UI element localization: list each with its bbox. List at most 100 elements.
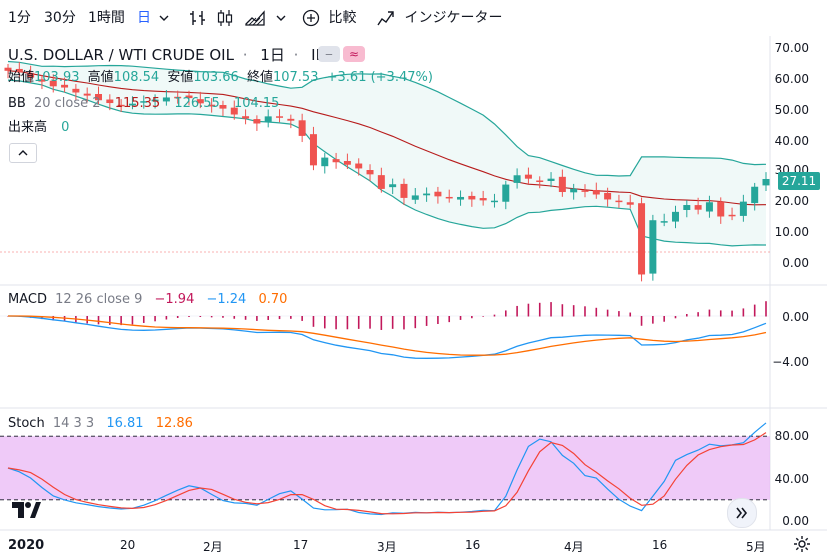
candle-body (558, 176, 566, 193)
candle-body (660, 221, 668, 223)
bb-legend[interactable]: BB 20 close 2 115.35 126.55 104.15 (8, 96, 283, 112)
last-price-tag: 27.11 (778, 172, 820, 190)
candle-body (377, 175, 385, 189)
candle-body (366, 170, 374, 175)
price-axis-label: 20.00 (774, 194, 809, 208)
candle-body (309, 134, 317, 166)
candle-body (276, 116, 284, 118)
interval-1d-button[interactable]: 日 (137, 10, 151, 26)
interval-1h-button[interactable]: 1時間 (88, 10, 125, 26)
macd-signal-line (8, 315, 767, 356)
candle-body (49, 80, 57, 87)
candle-body (524, 174, 532, 179)
macd-axis-label: 0.00 (782, 310, 809, 324)
candle-body (615, 200, 623, 203)
candle-body (298, 120, 306, 136)
candle-body (762, 178, 770, 186)
indicators-icon (377, 11, 394, 26)
time-axis-label: 16 (465, 538, 481, 552)
price-axis-label: 60.00 (774, 72, 809, 86)
candle-body (547, 178, 555, 182)
candle-body (411, 195, 419, 200)
candle-body (581, 190, 589, 192)
double-chevron-right-icon (736, 507, 748, 519)
open-value: 103.93 (34, 70, 80, 85)
candle-body (649, 220, 657, 274)
area-chart-icon[interactable] (244, 9, 266, 27)
candle-body (389, 184, 397, 188)
tradingview-logo (10, 498, 42, 522)
candle-body (264, 116, 272, 122)
candle-body (671, 211, 679, 222)
candle-body (434, 191, 442, 197)
candle-body (423, 193, 431, 196)
high-value: 108.54 (113, 70, 160, 85)
candle-body (536, 180, 544, 182)
candle-body (457, 196, 465, 200)
collapse-legend-button[interactable] (9, 143, 37, 163)
add-circle-icon (302, 9, 320, 27)
macd-signal-value: 0.70 (258, 292, 288, 307)
ohlc-legend: 始値103.93 高値108.54 安値103.66 終値107.53 +3.6… (8, 70, 437, 86)
chart-area[interactable] (0, 36, 827, 558)
candle-body (72, 88, 80, 93)
bar-chart-icon[interactable] (188, 9, 208, 27)
candle-body (705, 202, 713, 212)
stoch-axis-label: 80.00 (774, 429, 809, 443)
collapse-minus-icon[interactable]: ‒ (318, 46, 340, 62)
time-axis-label: 20 (120, 538, 136, 552)
stoch-legend[interactable]: Stoch 14 3 3 16.81 12.86 (8, 416, 197, 432)
chart-type-dropdown-icon[interactable] (275, 9, 287, 27)
candle-body (592, 189, 600, 195)
interval-1m-button[interactable]: 1分 (8, 10, 31, 26)
candle-body (106, 99, 114, 104)
candle-body (128, 103, 136, 106)
price-axis-label: 40.00 (774, 134, 809, 148)
candle-body (468, 195, 476, 200)
stoch-k-value: 16.81 (106, 416, 144, 431)
bb-upper-value: 126.55 (174, 96, 220, 111)
candle-body (208, 104, 216, 107)
candle-body (230, 107, 238, 115)
macd-params: 12 26 close 9 (55, 292, 143, 307)
candle-body (196, 99, 204, 104)
candle-body (513, 175, 521, 183)
compare-button[interactable]: 比較 (302, 9, 356, 27)
candle-body (400, 183, 408, 198)
candle-body (490, 200, 498, 203)
chart-canvas[interactable] (0, 36, 827, 558)
stoch-params: 14 3 3 (52, 416, 95, 431)
candle-body (343, 161, 351, 165)
wave-status-icon[interactable]: ≈ (343, 46, 365, 62)
close-value: 107.53 (272, 70, 319, 85)
candle-body (83, 93, 91, 96)
interval-30m-button[interactable]: 30分 (44, 10, 76, 26)
candle-chart-icon[interactable] (215, 9, 235, 27)
volume-legend[interactable]: 出来高 0 (8, 120, 73, 136)
candle-body (445, 196, 453, 199)
candle-body (140, 101, 148, 103)
macd-line-value: −1.24 (206, 292, 247, 307)
time-axis-label: 5月 (746, 540, 766, 554)
macd-legend[interactable]: MACD 12 26 close 9 −1.94 −1.24 0.70 (8, 292, 291, 308)
candle-body (61, 84, 69, 88)
price-axis-label: 50.00 (774, 103, 809, 117)
compare-label: 比較 (328, 10, 357, 26)
change-value: +3.61 (+3.47%) (326, 70, 433, 85)
interval-dropdown-icon[interactable] (158, 9, 170, 27)
candle-body (739, 201, 747, 216)
candle-body (626, 202, 634, 205)
macd-axis-label: −4.00 (772, 355, 809, 369)
settings-gear-icon[interactable] (792, 534, 812, 554)
candle-body (95, 94, 103, 101)
candle-body (502, 184, 510, 202)
candle-body (751, 186, 759, 204)
scroll-to-realtime-button[interactable] (727, 498, 757, 528)
candle-body (479, 198, 487, 201)
macd-line (7, 315, 767, 359)
close-label: 終値 (246, 70, 273, 85)
candle-body (694, 205, 702, 210)
candle-body (38, 79, 46, 82)
high-label: 高値 (87, 70, 114, 85)
indicators-button[interactable]: インジケーター (376, 9, 502, 27)
